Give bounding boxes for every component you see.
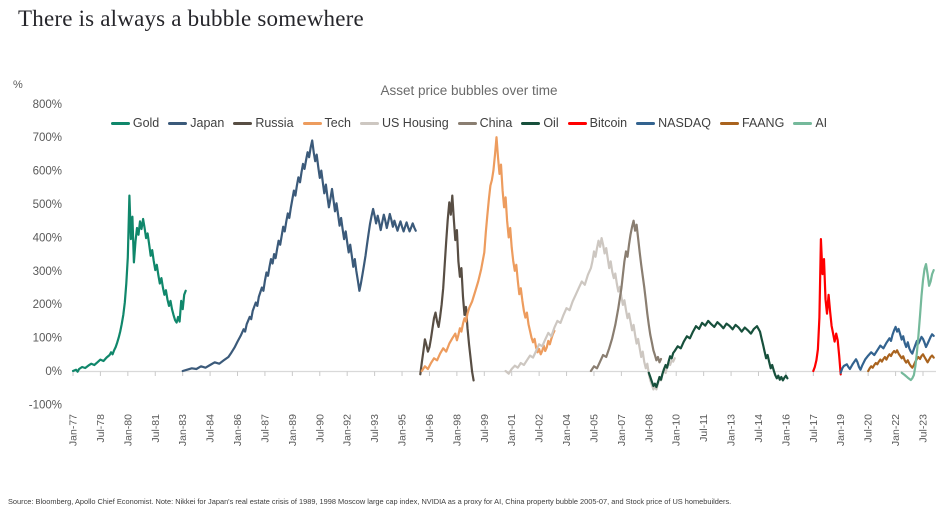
legend-label: Tech [324,116,351,130]
chart-title: Asset price bubbles over time [380,83,558,98]
x-axis-tick-label: Jan-10 [671,414,683,446]
legend-item-gold: Gold [110,116,160,130]
legend-item-faang: FAANG [719,116,785,130]
x-axis-tick-label: Jan-77 [68,414,80,446]
series-line-ai [900,263,935,382]
x-axis-tick-label: Jul-99 [479,414,491,443]
legend-swatch [567,121,587,125]
x-axis-tick-label: Jul-02 [534,414,546,443]
y-axis-tick-label: 600% [33,166,62,178]
series-line-us-housing [504,237,676,391]
legend-label: Oil [543,116,559,130]
legend-item-nasdaq: NASDAQ [636,116,711,130]
legend-label: Bitcoin [589,116,628,130]
x-axis-tick-label: Jan-80 [122,414,134,446]
legend-label: AI [815,116,828,130]
y-axis-tick-label: 300% [33,266,62,278]
legend-swatch [521,121,541,125]
x-axis-tick-label: Jan-86 [232,414,244,446]
x-axis-tick-label: Jul-23 [918,414,930,443]
x-axis-tick-label: Jan-95 [397,414,409,446]
x-axis-tick-label: Jan-01 [506,414,518,446]
y-axis-tick-label: 0% [45,366,62,378]
legend-swatch [793,121,813,125]
legend-swatch [233,121,253,125]
legend-label: Japan [190,116,225,130]
x-axis-tick-label: Jan-04 [561,414,573,446]
page-title: There is always a bubble somewhere [18,6,364,31]
x-axis-tick-label: Jul-93 [369,414,381,443]
y-axis-tick-label: -100% [29,399,62,411]
series-line-china [589,219,663,373]
x-axis-tick-label: Jul-81 [150,414,162,443]
legend-item-ai: AI [793,116,827,130]
x-axis-tick-label: Jul-14 [753,414,765,443]
y-axis-tick-label: 700% [33,132,62,144]
y-axis-tick-label: 200% [33,299,62,311]
x-axis-tick-label: Jan-98 [451,414,463,446]
y-axis-tick-label: 100% [33,333,62,345]
x-axis-tick-label: Jul-96 [424,414,436,443]
legend-swatch [110,121,130,125]
x-axis-tick-label: Jan-22 [890,414,902,446]
legend-item-china: China [457,116,513,130]
series-line-faang [867,349,935,373]
x-axis-tick-label: Jul-17 [808,414,820,443]
legend-swatch [359,121,379,125]
x-axis-tick-label: Jul-84 [205,414,217,443]
chart-legend: Gold Japan Russia Tech US Housing China Oil Bit… [0,116,938,130]
legend-item-russia: Russia [233,116,294,130]
x-axis-tick-label: Jul-20 [863,414,875,443]
legend-item-tech: Tech [302,116,351,130]
legend-swatch [302,121,322,125]
legend-label: China [479,116,513,130]
legend-swatch [457,121,477,125]
series-line-bitcoin [812,238,842,376]
x-axis-tick-label: Jan-92 [342,414,354,446]
x-axis-tick-label: Jan-07 [616,414,628,446]
x-axis-tick-label: Jan-13 [726,414,738,446]
legend-label: US Housing [381,116,449,130]
series-line-russia [419,194,475,382]
series-line-oil [647,319,789,389]
x-axis-tick-label: Jul-08 [643,414,655,443]
legend-item-oil: Oil [521,116,559,130]
legend-item-japan: Japan [168,116,224,130]
legend-label: Gold [132,116,160,130]
x-axis-tick-label: Jul-05 [588,414,600,443]
x-axis-tick-label: Jul-11 [698,414,710,442]
x-axis-tick-label: Jan-16 [780,414,792,446]
x-axis-tick-label: Jul-90 [314,414,326,443]
legend-label: FAANG [741,116,785,130]
y-axis-unit-label: % [13,79,23,91]
series-line-nasdaq [839,325,935,374]
y-axis-tick-label: 400% [33,232,62,244]
series-line-japan [181,139,417,373]
series-line-tech [420,136,556,373]
legend-item-bitcoin: Bitcoin [567,116,628,130]
series-line-gold [71,194,187,373]
x-axis-tick-label: Jan-89 [287,414,299,446]
legend-label: NASDAQ [658,116,711,130]
y-axis-tick-label: 500% [33,199,62,211]
x-axis-tick-label: Jan-19 [835,414,847,446]
legend-item-us-housing: US Housing [359,116,449,130]
x-axis-tick-label: Jul-78 [95,414,107,443]
source-note: Source: Bloomberg, Apollo Chief Economis… [8,497,732,506]
legend-swatch [636,121,656,125]
legend-swatch [168,121,188,125]
legend-label: Russia [255,116,294,130]
y-axis-tick-label: 800% [33,99,62,111]
x-axis-tick-label: Jan-83 [177,414,189,446]
x-axis-tick-label: Jul-87 [259,414,271,443]
legend-swatch [719,121,739,125]
